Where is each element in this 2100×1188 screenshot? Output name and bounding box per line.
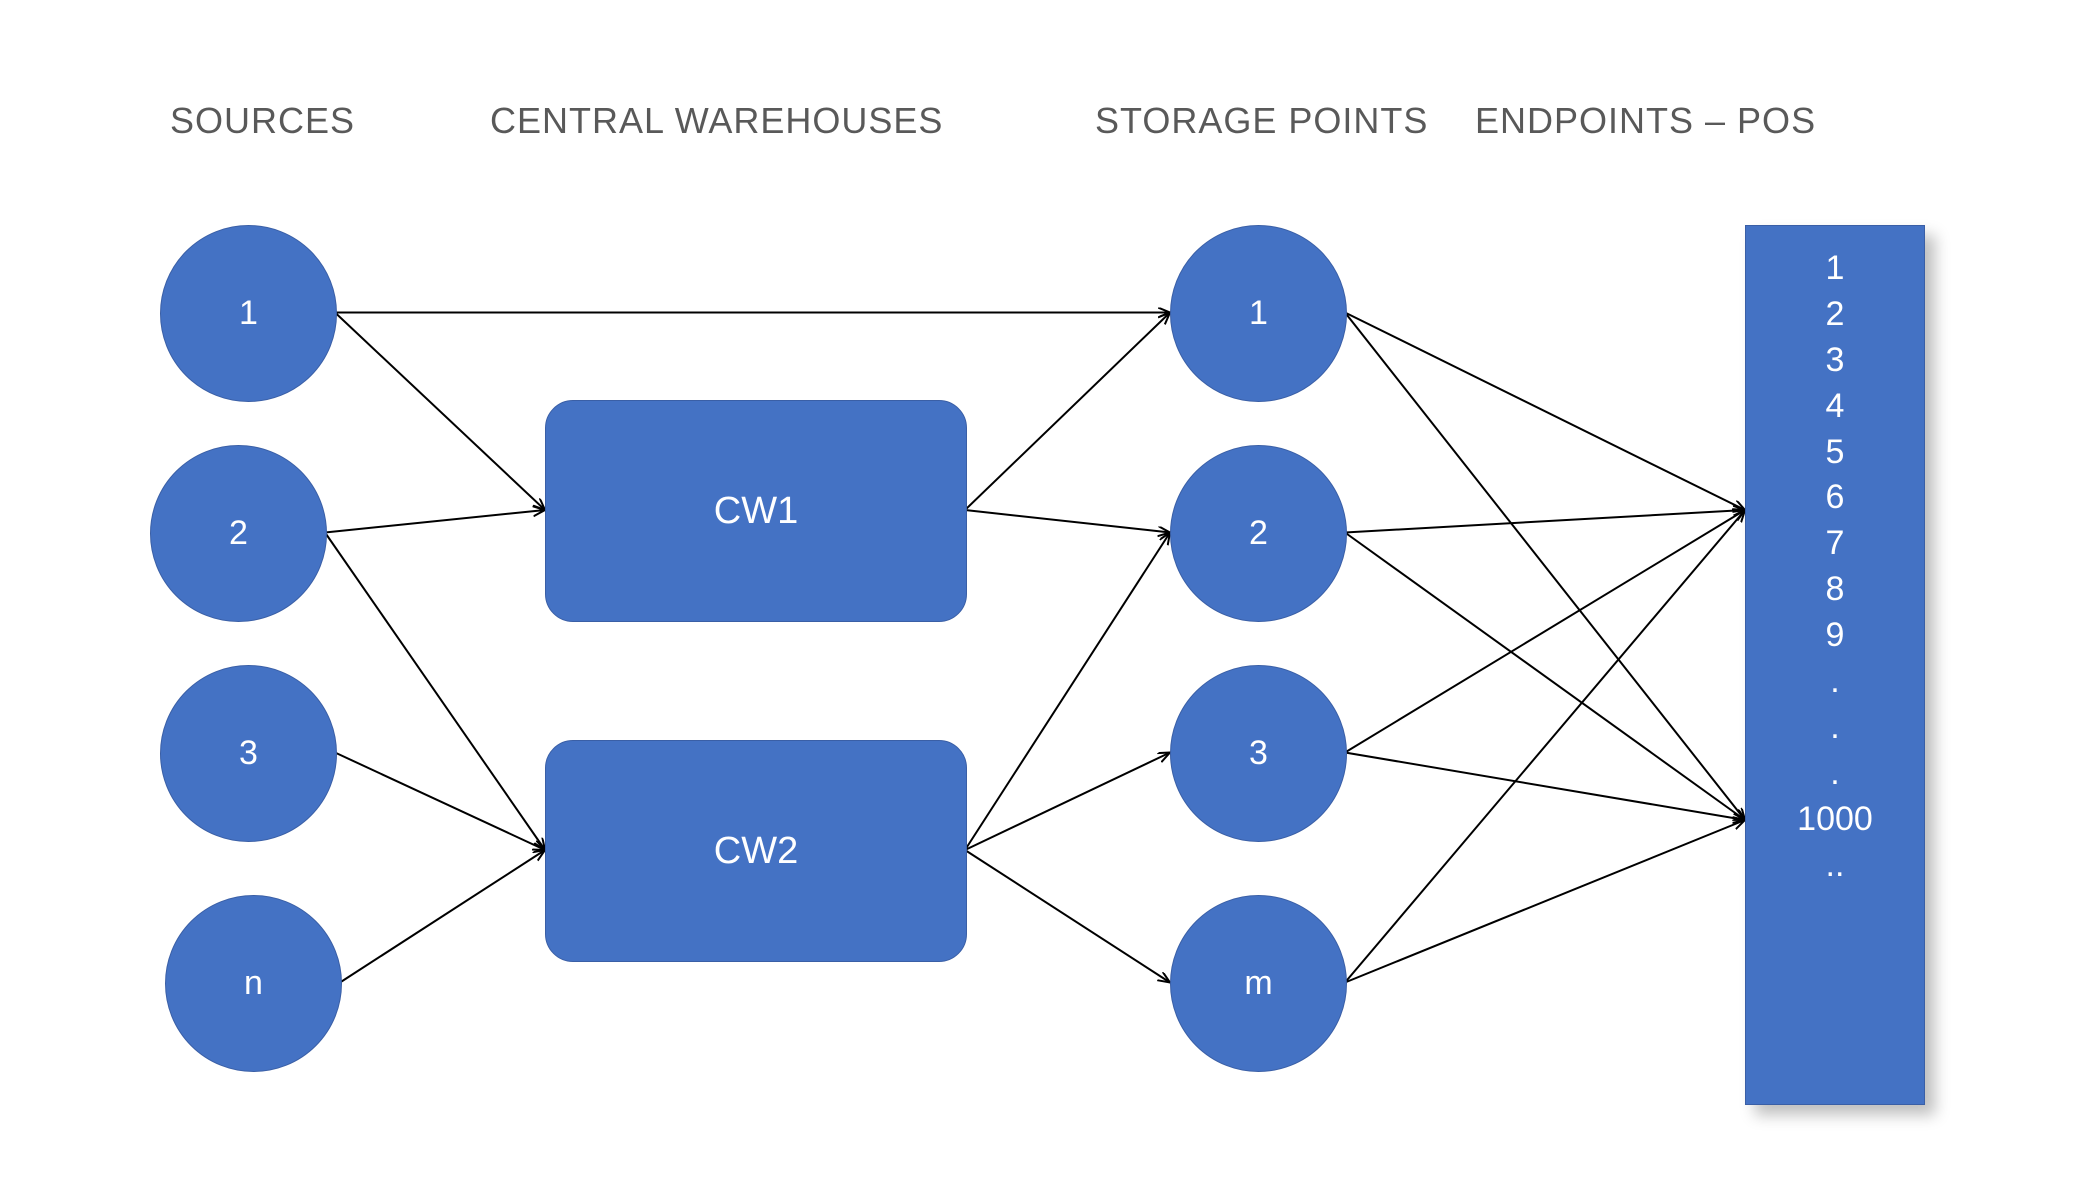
edge-cw2-to-sp2: [965, 533, 1170, 851]
node-label: 3: [1249, 734, 1268, 773]
node-label: 3: [239, 734, 258, 773]
edge-sp1-to-ep: [1345, 313, 1745, 821]
edge-s3-to-cw2: [335, 753, 545, 851]
node-label: CW1: [714, 490, 798, 533]
endpoint-item: 4: [1826, 384, 1845, 430]
endpoint-item: 6: [1826, 475, 1845, 521]
edge-sp2-to-ep: [1345, 510, 1745, 533]
node-label: 2: [229, 514, 248, 553]
node-ep: 123456789...1000..: [1745, 225, 1925, 1105]
node-sp3: 3: [1170, 665, 1347, 842]
edge-spm-to-ep: [1345, 510, 1745, 983]
node-spm: m: [1170, 895, 1347, 1072]
endpoint-item: 1000: [1797, 797, 1873, 843]
node-label: 1: [239, 294, 258, 333]
edge-s2-to-cw2: [325, 533, 545, 851]
endpoint-item: 9: [1826, 613, 1845, 659]
edge-sp2-to-ep: [1345, 533, 1745, 821]
endpoint-item: 5: [1826, 430, 1845, 476]
node-label: m: [1244, 964, 1272, 1003]
endpoint-item: 2: [1826, 292, 1845, 338]
endpoint-item: 3: [1826, 338, 1845, 384]
edge-cw2-to-sp3: [965, 753, 1170, 851]
endpoint-item: .: [1830, 705, 1839, 751]
edge-sp1-to-ep: [1345, 313, 1745, 511]
endpoint-item: 8: [1826, 567, 1845, 613]
edge-s2-to-cw1: [325, 510, 545, 533]
node-s3: 3: [160, 665, 337, 842]
endpoint-item: .: [1830, 751, 1839, 797]
node-s2: 2: [150, 445, 327, 622]
edge-spm-to-ep: [1345, 820, 1745, 983]
endpoint-item: 1: [1826, 246, 1845, 292]
node-s1: 1: [160, 225, 337, 402]
edge-cw1-to-sp1: [965, 313, 1170, 511]
edge-sp3-to-ep: [1345, 753, 1745, 821]
endpoint-item: ..: [1826, 843, 1845, 889]
node-label: CW2: [714, 830, 798, 873]
header-endpoints-pos: ENDPOINTS – POS: [1475, 100, 1816, 142]
header-storage-points: STORAGE POINTS: [1095, 100, 1428, 142]
node-sp1: 1: [1170, 225, 1347, 402]
edge-cw2-to-spm: [965, 850, 1170, 983]
node-label: 2: [1249, 514, 1268, 553]
edge-sp3-to-ep: [1345, 510, 1745, 753]
node-label: 1: [1249, 294, 1268, 333]
edge-s1-to-cw1: [335, 313, 545, 511]
header-central-warehouses: CENTRAL WAREHOUSES: [490, 100, 943, 142]
endpoint-item: .: [1830, 659, 1839, 705]
node-sp2: 2: [1170, 445, 1347, 622]
node-cw1: CW1: [545, 400, 967, 622]
node-cw2: CW2: [545, 740, 967, 962]
edge-cw1-to-sp2: [965, 510, 1170, 533]
node-label: n: [244, 964, 263, 1003]
node-sn: n: [165, 895, 342, 1072]
header-sources: SOURCES: [170, 100, 355, 142]
edge-sn-to-cw2: [340, 850, 545, 983]
endpoint-item: 7: [1826, 521, 1845, 567]
